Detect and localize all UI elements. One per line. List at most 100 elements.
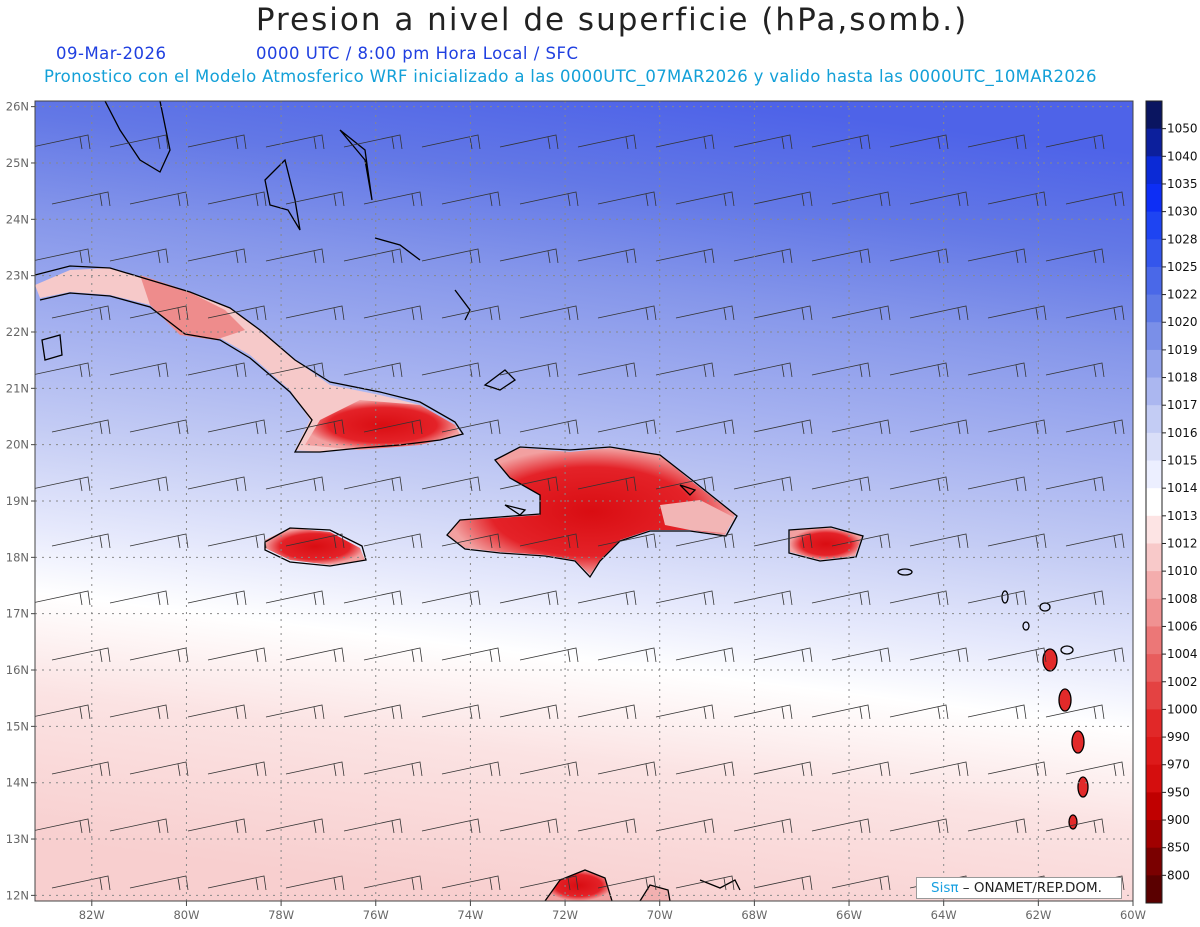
wind-barb xyxy=(421,134,481,150)
lat-lon-grid xyxy=(35,101,1133,901)
wind-barb xyxy=(577,362,637,378)
lat-tick-label: 23N xyxy=(6,269,29,283)
wind-barb xyxy=(753,647,813,663)
st-lucia-low xyxy=(1078,777,1088,797)
wind-barb xyxy=(733,362,793,378)
lat-tick-label: 14N xyxy=(6,776,29,790)
lat-tick-label: 20N xyxy=(6,438,29,452)
wind-barb xyxy=(753,305,813,321)
wind-barb xyxy=(967,362,1027,378)
wind-barb xyxy=(889,704,949,720)
colorbar-level-label: 1017 xyxy=(1167,398,1198,412)
colorbar-level-label: 1028 xyxy=(1167,232,1198,246)
colorbar-swatch xyxy=(1146,737,1162,766)
wind-barb xyxy=(265,590,325,606)
colorbar-level-label: 1010 xyxy=(1167,564,1198,578)
wind-barb xyxy=(1065,305,1125,321)
lon-tick-label: 68W xyxy=(741,908,767,922)
colorbar-level-label: 1004 xyxy=(1167,647,1198,661)
guadeloupe-low xyxy=(1043,649,1057,671)
wind-barb xyxy=(889,248,949,264)
wind-barb xyxy=(51,419,111,435)
colorbar-level-label: 950 xyxy=(1167,785,1190,799)
wind-barb xyxy=(987,761,1047,777)
wind-barb xyxy=(577,134,637,150)
wind-barb xyxy=(675,419,735,435)
wind-barb xyxy=(441,305,501,321)
wind-barb xyxy=(889,818,949,834)
martinique-low xyxy=(1072,731,1084,753)
wind-barb xyxy=(343,476,403,492)
wind-barb xyxy=(343,248,403,264)
colorbar-swatch xyxy=(1146,128,1162,157)
wind-barb xyxy=(655,134,715,150)
colorbar-swatch xyxy=(1146,266,1162,296)
wind-barb xyxy=(753,191,813,207)
puerto-rico-low xyxy=(790,528,862,560)
wind-barb xyxy=(519,191,579,207)
wind-barb xyxy=(129,419,189,435)
colorbar-swatch xyxy=(1146,515,1162,544)
colorbar-swatch xyxy=(1146,543,1162,572)
wind-barb xyxy=(597,305,657,321)
wind-barb xyxy=(733,248,793,264)
wind-barb xyxy=(363,647,423,663)
lat-tick-label: 24N xyxy=(6,212,29,226)
wind-barb xyxy=(499,476,559,492)
colorbar-swatch xyxy=(1146,626,1162,655)
colorbar-swatch xyxy=(1146,211,1162,240)
wind-barb xyxy=(733,590,793,606)
lon-tick-label: 70W xyxy=(647,908,673,922)
colorbar-level-label: 1015 xyxy=(1167,454,1198,468)
colorbar-level-label: 850 xyxy=(1167,841,1190,855)
colorbar-swatch xyxy=(1146,792,1162,821)
colorbar-swatch xyxy=(1146,101,1162,130)
wind-barb xyxy=(285,419,345,435)
wind-barb xyxy=(597,419,657,435)
wind-barb xyxy=(35,134,91,150)
wind-barb xyxy=(421,590,481,606)
wind-barb xyxy=(109,362,169,378)
colorbar-level-label: 1040 xyxy=(1167,149,1198,163)
wind-barb xyxy=(675,761,735,777)
wind-barb xyxy=(675,191,735,207)
wind-barb xyxy=(343,362,403,378)
wind-barb xyxy=(519,419,579,435)
cuba-east-low xyxy=(305,400,460,450)
wind-barb xyxy=(733,818,793,834)
wind-barb xyxy=(889,476,949,492)
wind-barb xyxy=(285,761,345,777)
wind-barb xyxy=(1045,818,1105,834)
jamaica-low xyxy=(265,528,365,565)
colorbar-swatch xyxy=(1146,571,1162,600)
wind-barb xyxy=(967,248,1027,264)
colorbar-level-label: 1013 xyxy=(1167,509,1198,523)
credit-box: Sisπ – ONAMET/REP.DOM. xyxy=(916,877,1122,899)
wind-barb xyxy=(675,875,735,891)
wind-barb xyxy=(51,875,111,891)
wind-barb xyxy=(109,704,169,720)
lon-tick-label: 78W xyxy=(268,908,294,922)
wind-barb xyxy=(285,305,345,321)
wind-barb xyxy=(519,761,579,777)
wind-barb xyxy=(753,875,813,891)
wind-barb xyxy=(597,647,657,663)
wind-barb xyxy=(51,191,111,207)
wind-barb xyxy=(51,761,111,777)
wind-barb xyxy=(597,761,657,777)
colorbar-swatch xyxy=(1146,847,1162,876)
colorbar-level-label: 1022 xyxy=(1167,288,1198,302)
colorbar-level-label: 1020 xyxy=(1167,315,1198,329)
colorbar-frame xyxy=(1145,100,1163,904)
wind-barb xyxy=(343,818,403,834)
wind-barb xyxy=(187,134,247,150)
wind-barb xyxy=(577,590,637,606)
colorbar-swatch xyxy=(1146,377,1162,406)
wind-barb xyxy=(265,818,325,834)
wind-barb xyxy=(577,818,637,834)
colorbar-level-label: 1019 xyxy=(1167,343,1198,357)
colorbar-swatch xyxy=(1146,488,1162,517)
wind-barb xyxy=(51,647,111,663)
wind-barb xyxy=(655,476,715,492)
